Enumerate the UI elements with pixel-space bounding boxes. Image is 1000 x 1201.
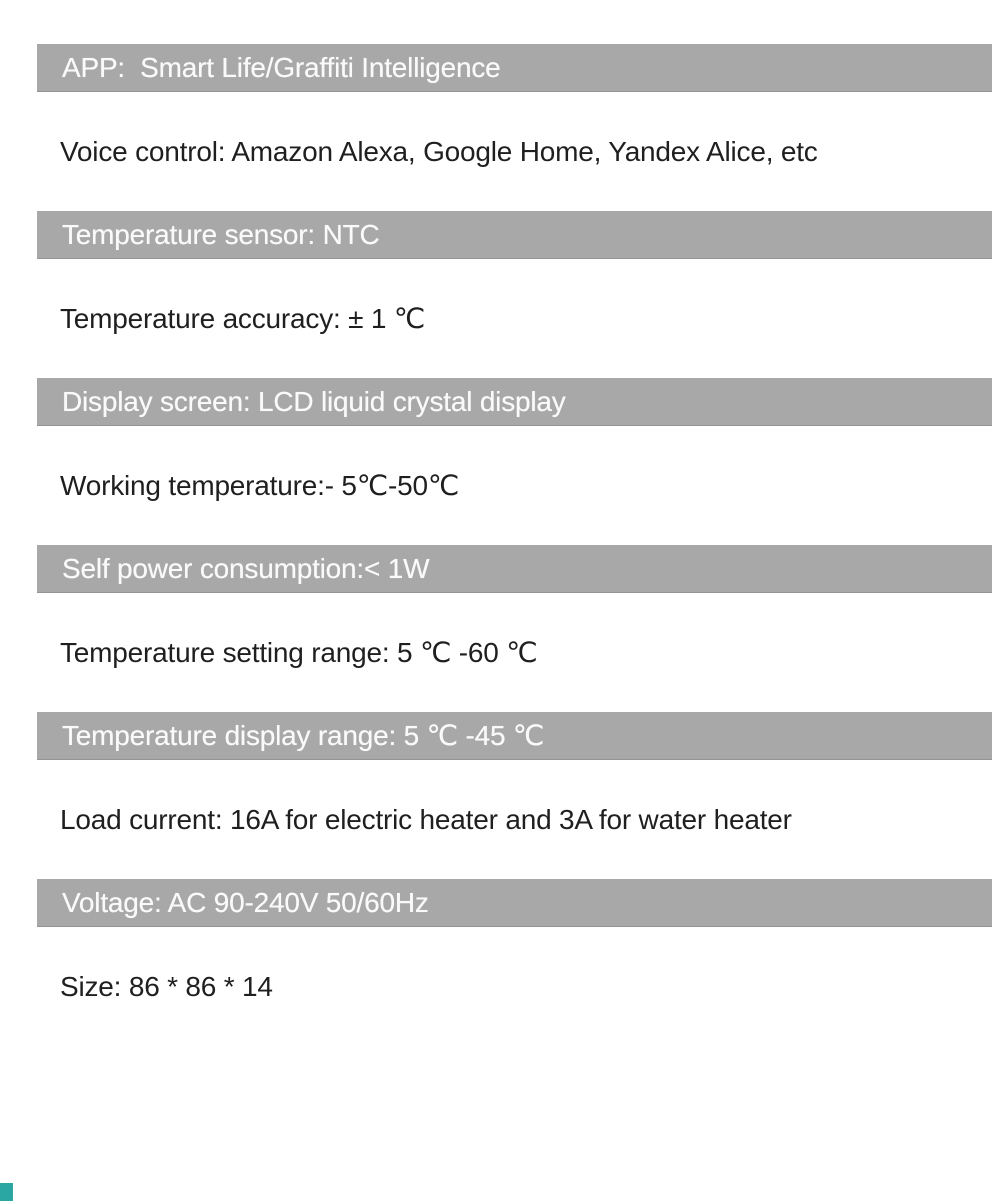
corner-accent-bar: [0, 1183, 13, 1201]
spec-band-temperature-display-range: Temperature display range: 5 ℃ -45 ℃: [37, 712, 992, 760]
spec-text-voice-control: Voice control: Amazon Alexa, Google Home…: [60, 136, 818, 167]
spec-band-self-power-consumption: Self power consumption:< 1W: [37, 545, 992, 593]
spec-text-size: Size: 86 * 86 * 14: [60, 971, 273, 1002]
spec-text-working-temperature: Working temperature:- 5℃-50℃: [60, 470, 460, 501]
spec-band-voltage: Voltage: AC 90-240V 50/60Hz: [37, 879, 992, 927]
spec-text-temperature-accuracy: Temperature accuracy: ± 1 ℃: [60, 303, 426, 334]
spec-list: APP: Smart Life/Graffiti Intelligence Vo…: [37, 44, 992, 1002]
spec-band-display-screen: Display screen: LCD liquid crystal displ…: [37, 378, 992, 426]
spec-band-temperature-sensor: Temperature sensor: NTC: [37, 211, 992, 259]
spec-text-load-current: Load current: 16A for electric heater an…: [60, 804, 792, 835]
spec-band-app: APP: Smart Life/Graffiti Intelligence: [37, 44, 992, 92]
spec-text-temperature-setting-range: Temperature setting range: 5 ℃ -60 ℃: [60, 637, 538, 668]
